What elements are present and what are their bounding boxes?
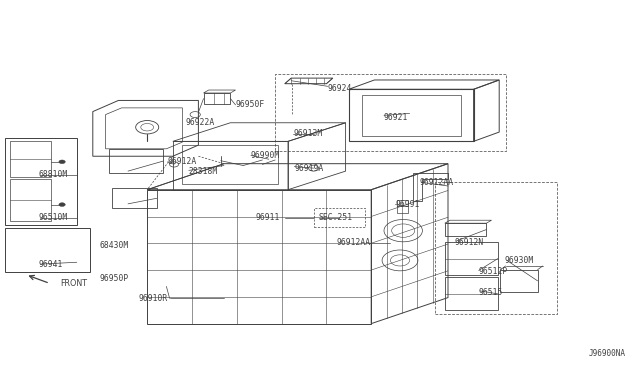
Circle shape — [59, 160, 65, 164]
Text: 96912AA: 96912AA — [337, 238, 371, 247]
Text: 96950P: 96950P — [99, 274, 129, 283]
Text: 96912N: 96912N — [454, 238, 484, 247]
Text: 68430M: 68430M — [99, 241, 129, 250]
Text: 96930M: 96930M — [504, 256, 534, 265]
Text: 96912AA: 96912AA — [419, 178, 453, 187]
Text: 96991: 96991 — [396, 200, 420, 209]
Text: 96512P: 96512P — [479, 267, 508, 276]
Text: 96911: 96911 — [256, 213, 280, 222]
Text: J96900NA: J96900NA — [589, 349, 626, 358]
Text: 96510M: 96510M — [38, 213, 68, 222]
Text: 96924: 96924 — [328, 84, 352, 93]
Text: FRONT: FRONT — [60, 279, 87, 288]
Text: 28318M: 28318M — [189, 167, 218, 176]
Text: SEC.251: SEC.251 — [319, 213, 353, 222]
Text: 96515: 96515 — [479, 288, 503, 296]
Text: 96921: 96921 — [384, 113, 408, 122]
Circle shape — [59, 203, 65, 206]
Text: 96910R: 96910R — [138, 294, 168, 303]
Text: 96922A: 96922A — [186, 118, 215, 126]
Text: 96912A: 96912A — [168, 157, 197, 166]
Text: 68810M: 68810M — [38, 170, 68, 179]
Text: 96913M: 96913M — [293, 129, 323, 138]
Text: 96919A: 96919A — [294, 164, 324, 173]
Text: 96990M: 96990M — [251, 151, 280, 160]
Text: 96941: 96941 — [38, 260, 63, 269]
Text: 96950F: 96950F — [236, 100, 265, 109]
